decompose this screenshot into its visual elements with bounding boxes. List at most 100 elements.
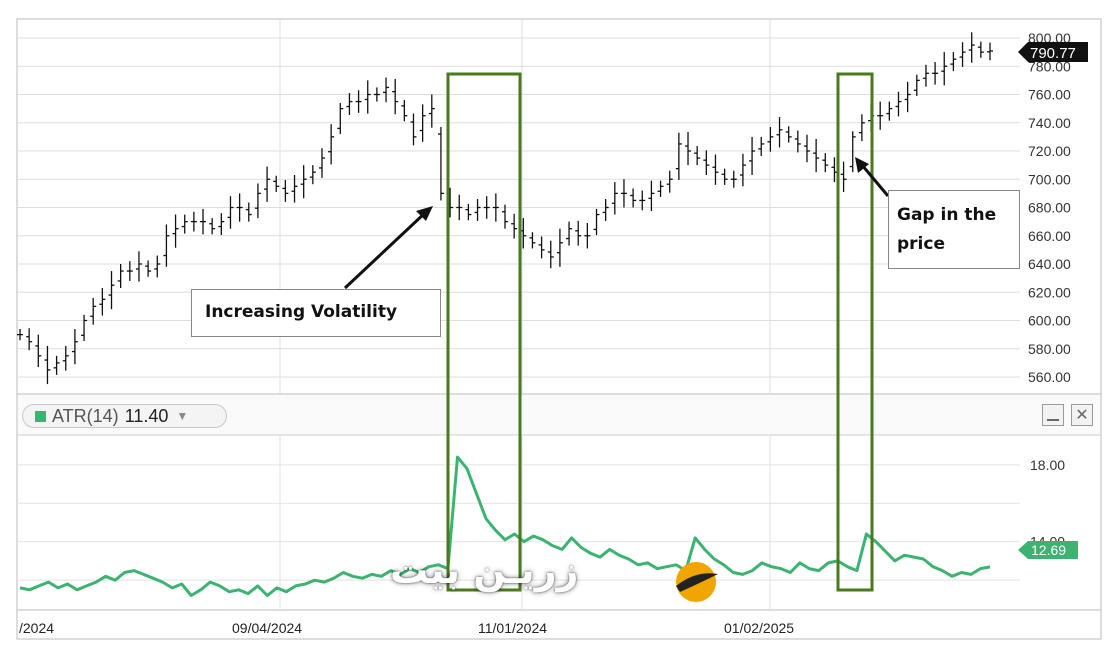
close-icon: ✕: [1075, 407, 1089, 424]
ohlc-bar: [822, 153, 829, 173]
x-axis-labels: /2024 09/04/2024 11/01/2024 01/02/2025: [19, 620, 794, 636]
ohlc-bar: [602, 199, 609, 221]
ohlc-bar: [694, 146, 701, 166]
ohlc-bar: [337, 102, 344, 135]
ohlc-bar: [840, 161, 847, 192]
chevron-down-icon[interactable]: ▼: [176, 409, 189, 423]
ohlc-bar: [657, 180, 664, 197]
ohlc-bar: [300, 165, 307, 199]
ohlc-bar: [282, 179, 289, 202]
ohlc-bar: [309, 165, 316, 185]
ohlc-bar: [639, 190, 646, 211]
ohlc-bar: [163, 224, 170, 267]
price-tick-label: 640.00: [1028, 256, 1071, 272]
price-tick-label: 600.00: [1028, 313, 1071, 329]
ohlc-bar: [62, 345, 69, 371]
price-bars: [17, 32, 993, 385]
ohlc-bar: [739, 153, 746, 187]
close-button[interactable]: ✕: [1071, 404, 1093, 426]
ohlc-bar: [803, 134, 810, 163]
ohlc-bar: [849, 131, 856, 173]
volatility-callout-text: Increasing Volatility: [205, 302, 398, 322]
ohlc-bar: [419, 104, 426, 142]
ohlc-bar: [264, 166, 271, 202]
ohlc-bar: [968, 32, 975, 63]
atr-series: [19, 455, 991, 597]
last-price-marker: 790.77: [1030, 45, 1076, 62]
ohlc-bar: [108, 271, 115, 310]
ohlc-bar: [90, 297, 97, 325]
gap-callout-line2: price: [897, 234, 945, 254]
chart-frame: [16, 18, 1102, 640]
price-tick-label: 760.00: [1028, 87, 1071, 103]
ohlc-bar: [767, 126, 774, 152]
price-tick-label: 560.00: [1028, 369, 1071, 385]
ohlc-bar: [593, 208, 600, 236]
last-atr-marker: 12.69: [1031, 542, 1066, 558]
volatility-arrow: [343, 210, 428, 290]
ohlc-bar: [538, 236, 545, 259]
price-tick-label: 720.00: [1028, 143, 1071, 159]
ohlc-bar: [922, 64, 929, 87]
ohlc-bar: [904, 81, 911, 113]
ohlc-bar: [858, 114, 865, 142]
ohlc-bar: [895, 91, 902, 117]
ohlc-bar: [648, 180, 655, 212]
minimize-button[interactable]: [1042, 404, 1064, 426]
ohlc-bar: [218, 213, 225, 236]
ohlc-bar: [135, 251, 142, 282]
ohlc-bar: [17, 328, 23, 341]
ohlc-bar: [483, 196, 490, 219]
volatility-highlight-box: [446, 72, 522, 592]
x-axis-label: 01/02/2025: [724, 620, 794, 636]
ohlc-bar: [758, 136, 765, 156]
ohlc-bar: [529, 232, 536, 249]
ohlc-bar: [611, 182, 618, 215]
ohlc-bar: [913, 74, 920, 96]
ohlc-bar: [245, 202, 252, 222]
ohlc-bar: [318, 148, 325, 178]
ohlc-bar: [776, 117, 783, 148]
watermark-text: زریـن بیت: [390, 548, 579, 592]
price-tick-label: 620.00: [1028, 284, 1071, 300]
ohlc-bar: [977, 41, 984, 58]
atr-legend[interactable]: ATR(14) 11.40 ▼: [22, 404, 227, 428]
minimize-icon: [1047, 419, 1059, 421]
price-tick-label: 660.00: [1028, 228, 1071, 244]
ohlc-bar: [556, 228, 563, 267]
volatility-callout: Increasing Volatility: [191, 289, 441, 337]
ohlc-bar: [785, 126, 792, 143]
price-y-ticks: 800.00780.00760.00740.00720.00700.00680.…: [1028, 30, 1071, 385]
ohlc-bar: [172, 214, 179, 248]
ohlc-bar: [675, 132, 682, 180]
ohlc-bar: [712, 154, 719, 185]
ohlc-bar: [456, 194, 463, 221]
ohlc-bar: [44, 345, 51, 385]
ohlc-bar: [428, 94, 435, 128]
ohlc-bar: [932, 62, 939, 85]
ohlc-bar: [511, 213, 518, 239]
atr-line: [19, 455, 991, 597]
ohlc-bar: [355, 90, 362, 113]
ohlc-bar: [145, 260, 152, 277]
ohlc-bar: [584, 223, 591, 249]
ohlc-bar: [190, 211, 197, 232]
ohlc-bar: [346, 93, 353, 115]
ohlc-bar: [941, 52, 948, 86]
ohlc-bar: [620, 179, 627, 208]
ohlc-bar: [254, 183, 261, 219]
ohlc-bar: [126, 261, 133, 281]
price-tick-label: 740.00: [1028, 115, 1071, 131]
x-axis-label: /2024: [19, 620, 54, 636]
ohlc-bar: [71, 328, 78, 365]
ohlc-bar: [373, 87, 380, 102]
ohlc-bar: [566, 221, 573, 246]
gap-arrow: [860, 164, 890, 197]
ohlc-bar: [364, 80, 371, 114]
ohlc-bar: [492, 193, 499, 222]
gap-highlight-box: [836, 72, 874, 592]
ohlc-bar: [987, 42, 993, 61]
ohlc-bar: [465, 203, 472, 221]
ohlc-bar: [813, 138, 820, 173]
